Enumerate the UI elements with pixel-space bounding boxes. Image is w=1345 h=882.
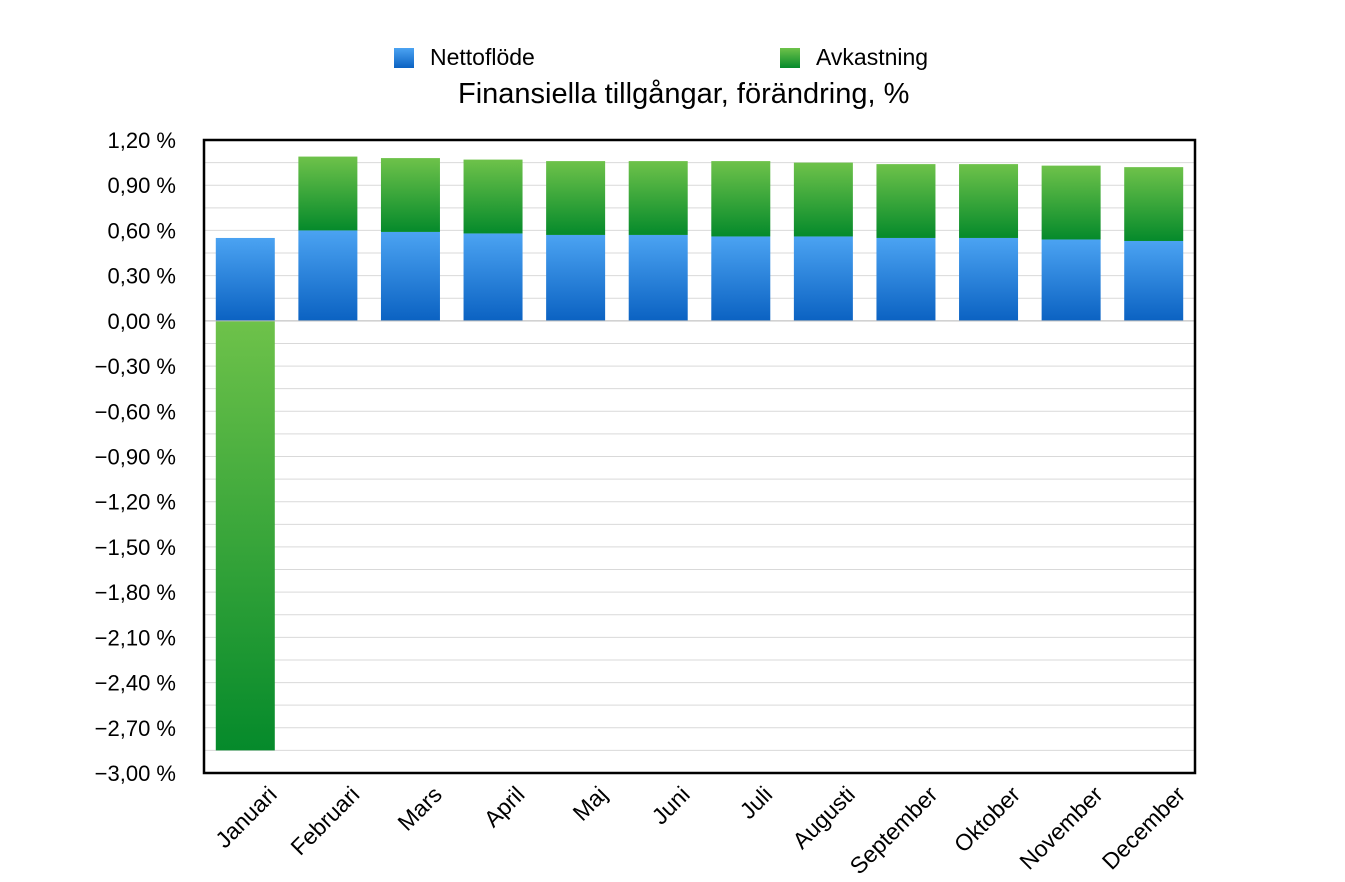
legend-item-avkastning: Avkastning [780, 44, 928, 71]
bar-nettoflode-april [463, 233, 523, 321]
bar-nettoflode-september [876, 237, 936, 321]
bar-nettoflode-juli [711, 236, 771, 321]
bar-nettoflode-januari [215, 237, 275, 321]
bar-avkastning-mars [380, 158, 440, 232]
bar-avkastning-april [463, 159, 523, 234]
y-tick-label: −2,40 % [95, 671, 176, 696]
bar-avkastning-oktober [959, 164, 1019, 238]
y-tick-label: −1,50 % [95, 535, 176, 560]
x-tick-label: September [845, 781, 943, 879]
y-tick-label: 0,30 % [108, 264, 177, 289]
bar-avkastning-maj [546, 161, 606, 235]
x-tick-label: November [1014, 781, 1108, 875]
y-tick-label: 0,00 % [108, 309, 177, 334]
legend-label-avkastning: Avkastning [816, 44, 929, 70]
legend-swatch-avkastning [780, 47, 800, 68]
y-tick-label: −0,60 % [95, 399, 176, 424]
x-tick-label: Januari [210, 781, 282, 853]
x-tick-label: Augusti [787, 781, 860, 854]
chart-title: Finansiella tillgångar, förändring, % [458, 78, 910, 110]
y-tick-label: 1,20 % [108, 128, 177, 153]
bar-avkastning-februari [298, 156, 358, 231]
bar-nettoflode-juni [628, 234, 688, 321]
y-tick-label: −1,80 % [95, 580, 176, 605]
bar-nettoflode-februari [298, 230, 358, 321]
y-tick-label: 0,60 % [108, 218, 177, 243]
y-tick-label: −3,00 % [95, 761, 176, 786]
bar-avkastning-september [876, 164, 936, 238]
y-tick-label: −2,10 % [95, 625, 176, 650]
bar-nettoflode-oktober [959, 237, 1019, 321]
x-tick-label: Oktober [949, 781, 1025, 857]
legend-label-nettoflode: Nettoflöde [430, 44, 535, 70]
x-tick-label: Februari [285, 781, 364, 860]
bar-avkastning-juli [711, 161, 771, 237]
x-tick-label: Maj [568, 781, 613, 826]
x-tick-label: Juni [647, 781, 695, 829]
y-tick-label: −0,30 % [95, 354, 176, 379]
x-tick-label: Mars [392, 781, 447, 836]
bar-avkastning-juni [628, 161, 688, 235]
y-tick-label: −1,20 % [95, 490, 176, 515]
bar-avkastning-november [1041, 165, 1101, 240]
bar-nettoflode-mars [380, 231, 440, 321]
bar-avkastning-december [1124, 167, 1184, 241]
bar-nettoflode-augusti [793, 236, 853, 321]
bar-nettoflode-maj [546, 234, 606, 321]
legend-swatch-nettoflode [394, 47, 414, 68]
bar-nettoflode-december [1124, 240, 1184, 321]
plot-frame [202, 138, 1197, 775]
x-tick-label: Juli [735, 781, 778, 824]
x-tick-label: April [479, 781, 530, 832]
bar-avkastning-augusti [793, 162, 853, 237]
y-tick-label: −0,90 % [95, 445, 176, 470]
y-tick-label: 0,90 % [108, 173, 177, 198]
y-tick-label: −2,70 % [95, 716, 176, 741]
x-tick-label: December [1097, 781, 1191, 875]
bar-nettoflode-november [1041, 239, 1101, 321]
bar-avkastning-januari [215, 320, 275, 751]
legend-item-nettoflode: Nettoflöde [394, 44, 535, 71]
